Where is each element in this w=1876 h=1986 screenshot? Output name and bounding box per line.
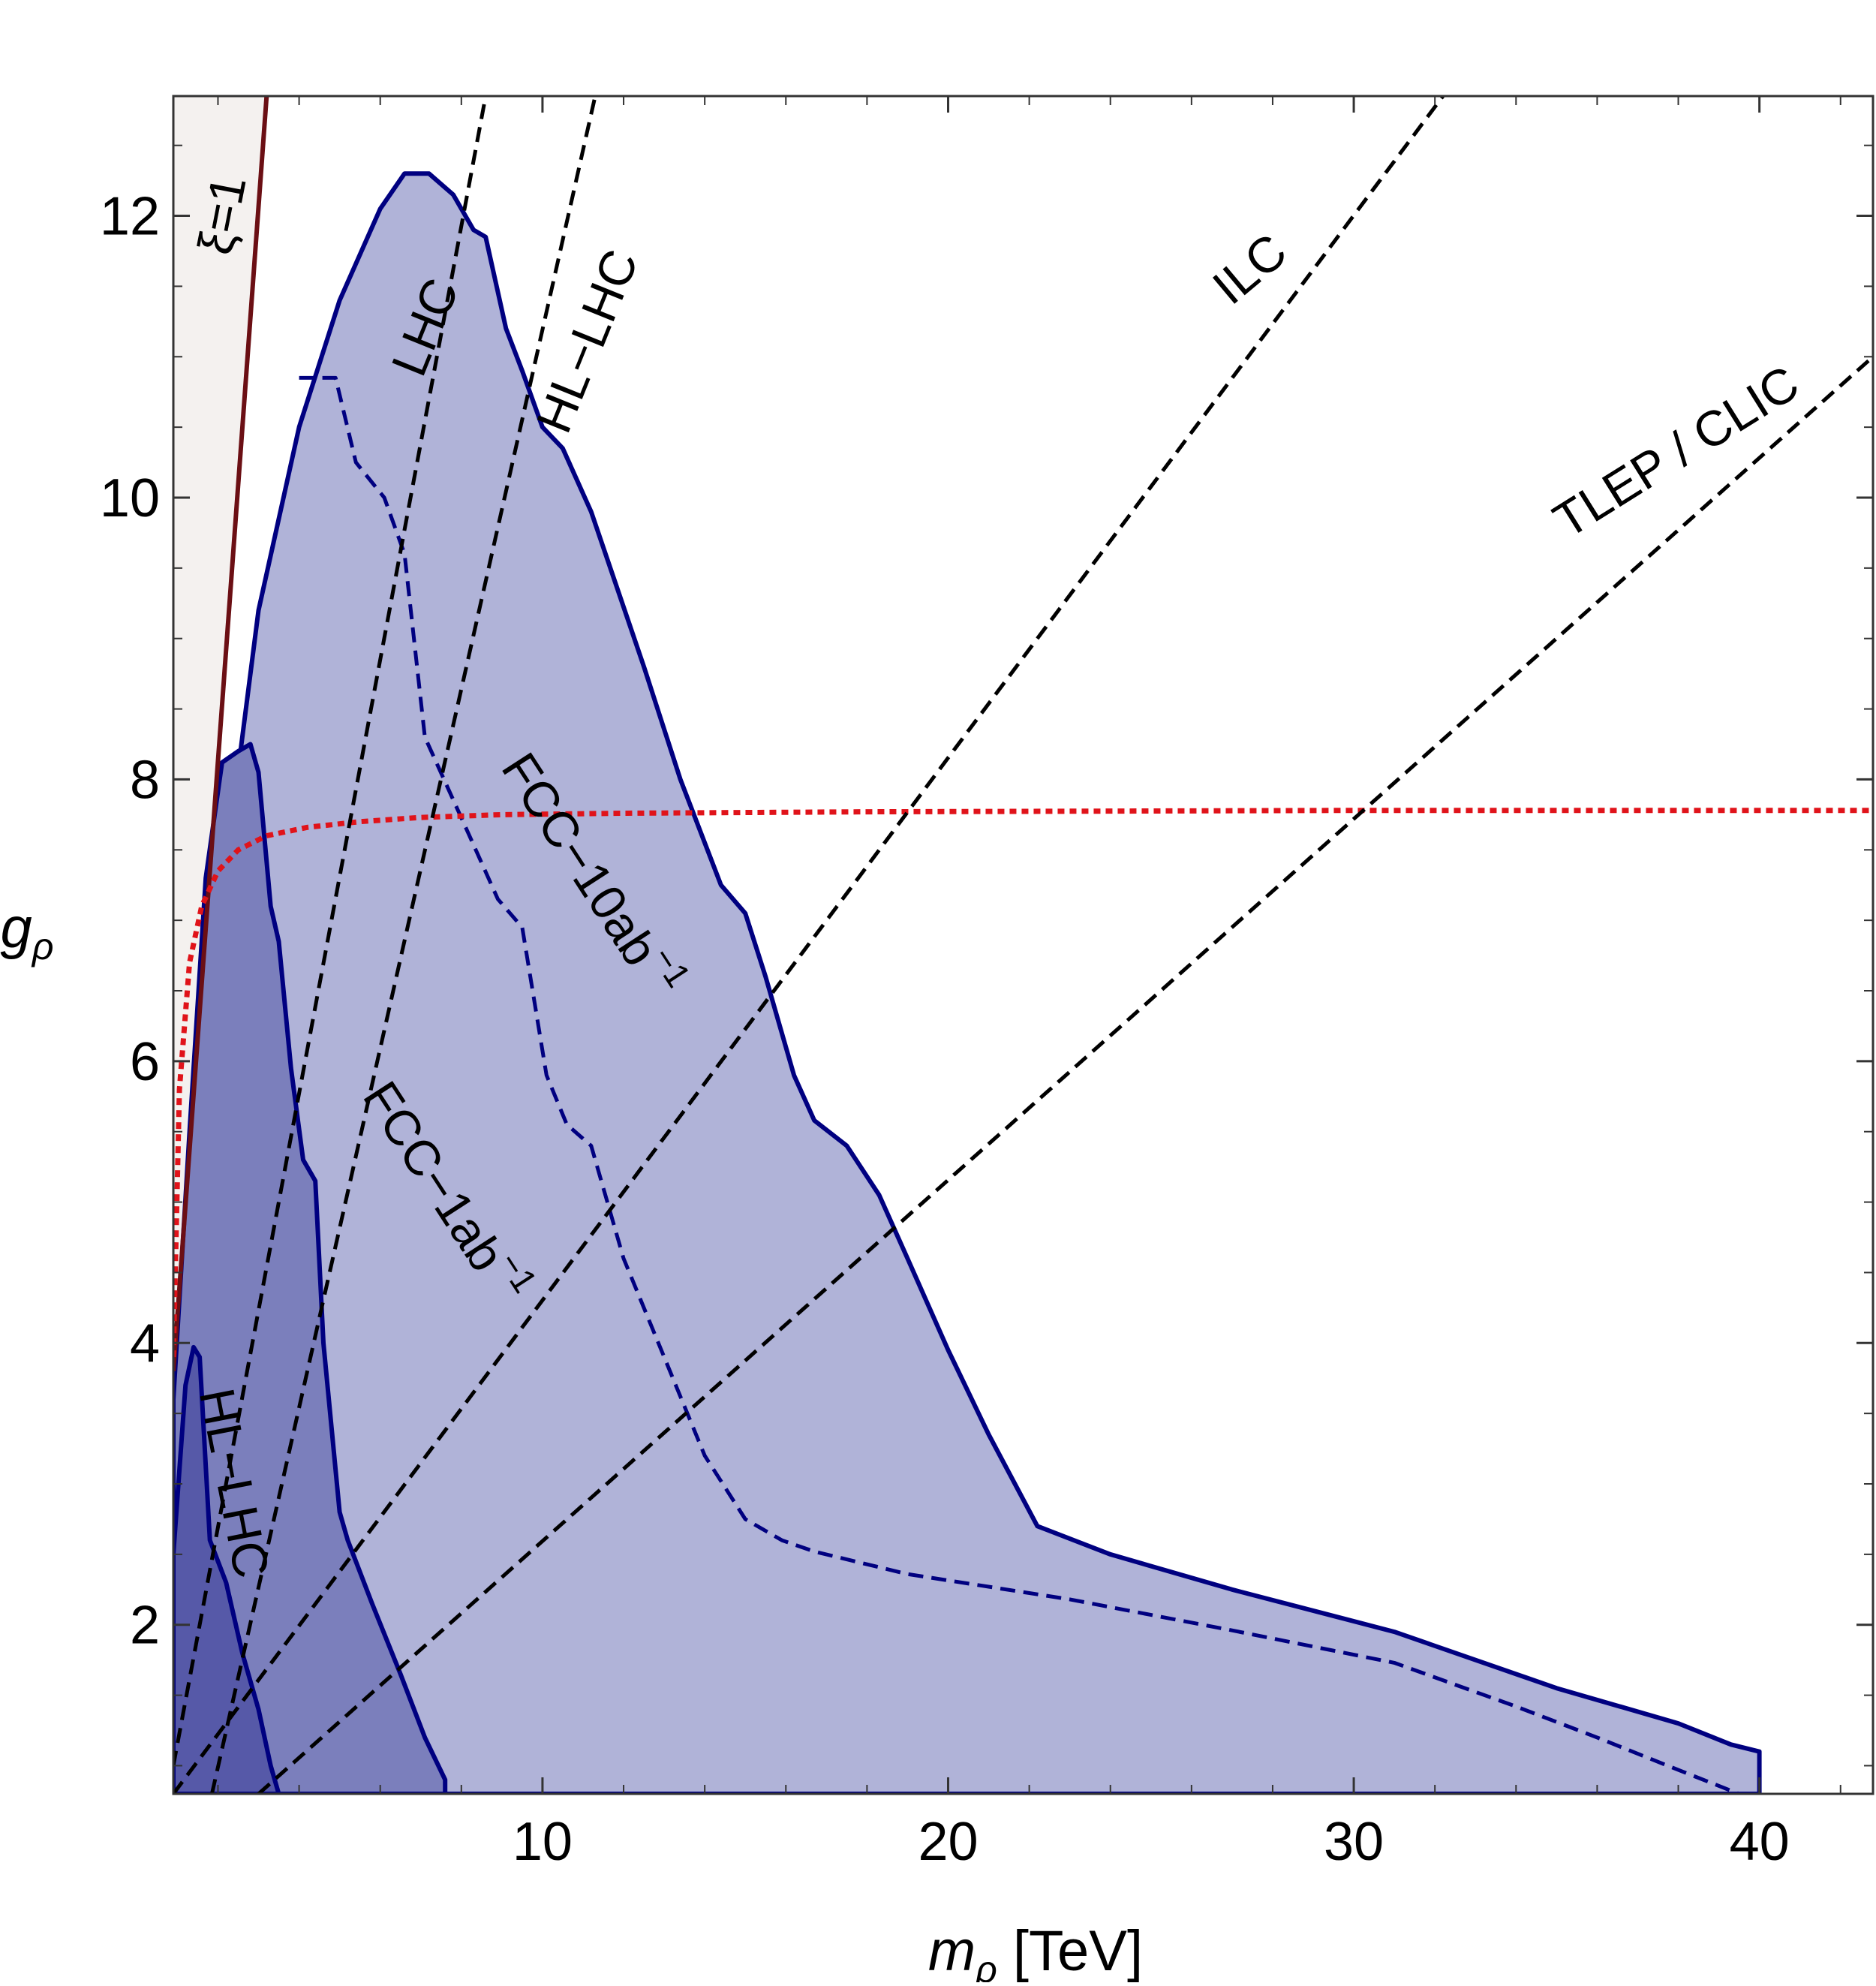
line-fcc-1ab-1 [299, 375, 1740, 1794]
line-lhc [173, 96, 488, 1766]
x-tick-label: 20 [918, 1812, 978, 1872]
x-tick-label: 30 [1324, 1812, 1384, 1872]
y-axis-title: gρ [1, 896, 54, 967]
plot-frame [172, 95, 1874, 1795]
exclusion-regions [173, 171, 1762, 1794]
y-tick-label: 10 [100, 468, 160, 528]
axis-ticks: 10 20 30 40 2 4 6 8 10 12 [100, 96, 1873, 1872]
region-fcc-10ab-1 [173, 171, 1762, 1794]
y-tick-label: 2 [130, 1596, 160, 1656]
label-hl-lhc: HL−LHC [526, 242, 649, 440]
label-tlep-clic: TLEP / CLIC [1544, 355, 1808, 549]
line-hl-lhc [209, 96, 597, 1794]
line-tlep-clic [257, 355, 1873, 1794]
line-ilc [173, 96, 1445, 1794]
x-tick-label: 40 [1730, 1812, 1790, 1872]
y-tick-label: 6 [130, 1032, 160, 1092]
y-tick-label: 4 [130, 1313, 160, 1374]
region-lhc [173, 1344, 281, 1794]
x-tick-label: 10 [513, 1812, 573, 1872]
label-ilc: ILC [1202, 223, 1297, 315]
series-lines [173, 96, 1873, 1794]
line-red-dotted [173, 808, 1873, 1358]
line-1 [173, 96, 269, 1372]
y-tick-label: 12 [100, 187, 160, 247]
x-axis-title: mρ [TeV] [928, 1919, 1143, 1982]
xi-excluded-region [173, 96, 267, 1794]
y-tick-label: 8 [130, 750, 160, 810]
xi-excluded-fill [173, 96, 267, 1794]
